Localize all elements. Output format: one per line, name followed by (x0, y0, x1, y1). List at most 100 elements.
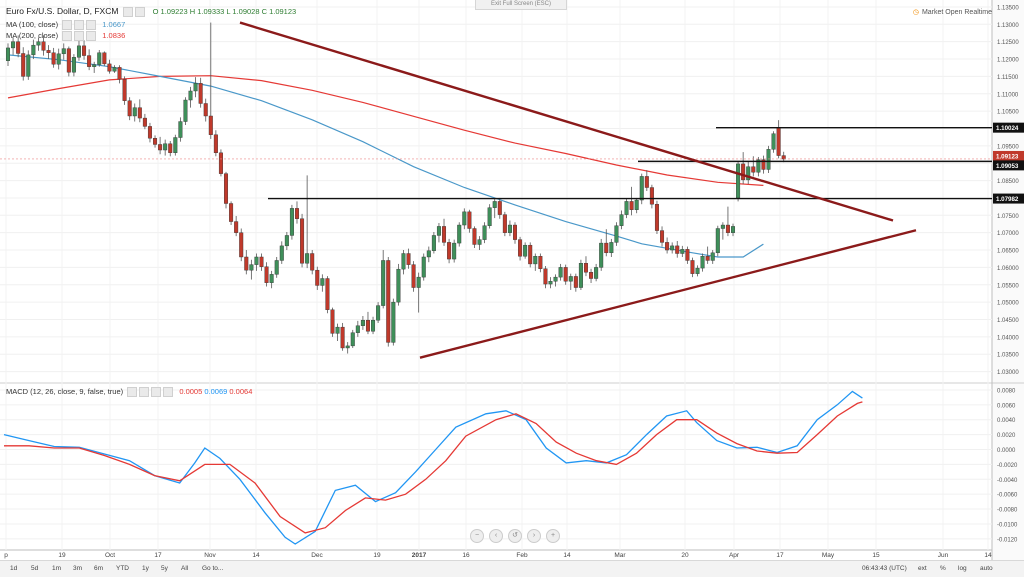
price-label-box (993, 160, 1024, 171)
candle-body (416, 276, 421, 288)
period-all[interactable]: All (181, 565, 189, 572)
log-toggle[interactable]: log (958, 565, 967, 572)
legend-button[interactable] (139, 387, 150, 398)
candle-body (629, 201, 634, 210)
candle-body (21, 53, 26, 77)
price-label: 1.09053 (996, 163, 1019, 170)
macd-tick-label: -0.0120 (997, 537, 1018, 543)
ma200-path (7, 75, 764, 186)
candle-body (675, 245, 680, 254)
legend-button[interactable] (62, 31, 73, 42)
candle-body (61, 48, 66, 55)
goto-button[interactable]: Go to... (202, 565, 224, 572)
candle-body (533, 256, 538, 265)
exit-full-screen[interactable]: Exit Full Screen (ESC) (475, 0, 567, 10)
candle-body (725, 224, 730, 233)
candle-body (244, 256, 249, 271)
ma100-path (7, 54, 764, 258)
candle-body (112, 67, 117, 72)
candle-body (563, 267, 568, 282)
candle-body (335, 326, 340, 334)
period-1y[interactable]: 1y (142, 565, 149, 572)
candle-body (457, 224, 462, 244)
candle-body (604, 242, 609, 254)
candle-body (492, 201, 497, 208)
candle-body (685, 249, 690, 261)
candle-body (771, 133, 776, 150)
price-tick-label: 1.04000 (997, 335, 1019, 341)
candle-body (690, 260, 695, 274)
candle-body (132, 107, 137, 117)
candle-body (36, 41, 41, 46)
ext-toggle[interactable]: ext (918, 565, 927, 572)
candle-body (284, 235, 289, 247)
scroll-right-icon[interactable]: › (527, 529, 541, 543)
price-label: 1.07982 (996, 196, 1019, 203)
period-ytd[interactable]: YTD (116, 565, 129, 572)
candle-body (107, 63, 112, 72)
candle-body (350, 332, 355, 347)
zoom-in-icon[interactable]: + (546, 529, 560, 543)
time-tick-label: 16 (462, 552, 470, 559)
lower-trendline (419, 229, 917, 359)
price-tick-label: 1.12000 (997, 58, 1019, 64)
macd-hist-value: 0.0005 (179, 387, 203, 396)
candle-body (345, 345, 350, 349)
legend-button[interactable] (62, 20, 73, 31)
candle-body (507, 224, 512, 233)
candle-body (426, 250, 431, 258)
candle-body (173, 137, 178, 154)
reset-icon[interactable]: ↺ (508, 529, 522, 543)
price-tick-label: 1.05000 (997, 301, 1019, 307)
symbol-title: Euro Fx/U.S. Dollar, D, FXCM (6, 6, 119, 16)
time-tick-label: May (822, 552, 835, 559)
candle-body (41, 41, 46, 51)
candle-body (543, 268, 548, 285)
trendlines (239, 21, 917, 359)
period-6m[interactable]: 6m (94, 565, 104, 572)
candle-body (518, 239, 523, 257)
legend-button[interactable] (74, 31, 85, 42)
period-3m[interactable]: 3m (73, 565, 83, 572)
price-tick-label: 1.03500 (997, 353, 1019, 359)
scroll-left-icon[interactable]: ‹ (489, 529, 503, 543)
period-5y[interactable]: 5y (161, 565, 168, 572)
ma200-legend: MA (200, close) 1.0836 (6, 31, 125, 42)
candle-body (573, 276, 578, 288)
period-1d[interactable]: 1d (10, 565, 18, 572)
main-legend: Euro Fx/U.S. Dollar, D, FXCM O 1.09223 H… (6, 6, 296, 18)
candle-body (594, 267, 599, 279)
candle-body (431, 235, 436, 251)
price-tick-label: 1.03000 (997, 370, 1019, 376)
candle-body (239, 232, 244, 258)
price-tick-label: 1.07000 (997, 231, 1019, 237)
candle-body (589, 272, 594, 279)
legend-button[interactable] (134, 7, 145, 18)
candle-body (391, 301, 396, 343)
percent-toggle[interactable]: % (940, 565, 946, 572)
candle-body (700, 256, 705, 269)
legend-button[interactable] (86, 31, 97, 42)
candle-body (178, 121, 183, 138)
auto-toggle[interactable]: auto (980, 565, 993, 572)
signal-value: 0.0064 (229, 387, 253, 396)
period-5d[interactable]: 5d (31, 565, 39, 572)
candle-body (568, 276, 573, 282)
candle-body (82, 45, 87, 56)
legend-button[interactable] (127, 387, 138, 398)
macd-tick-label: 0.0040 (997, 418, 1016, 424)
candle-body (92, 64, 97, 67)
ma200-line (7, 75, 764, 186)
legend-button[interactable] (74, 20, 85, 31)
legend-button[interactable] (151, 387, 162, 398)
legend-button[interactable] (163, 387, 174, 398)
candle-body (578, 263, 583, 288)
legend-button[interactable] (86, 20, 97, 31)
period-1m[interactable]: 1m (52, 565, 62, 572)
candle-body (11, 41, 16, 49)
candle-body (31, 44, 36, 56)
macd-tick-label: -0.0060 (997, 493, 1018, 499)
legend-button[interactable] (122, 7, 133, 18)
zoom-out-icon[interactable]: − (470, 529, 484, 543)
